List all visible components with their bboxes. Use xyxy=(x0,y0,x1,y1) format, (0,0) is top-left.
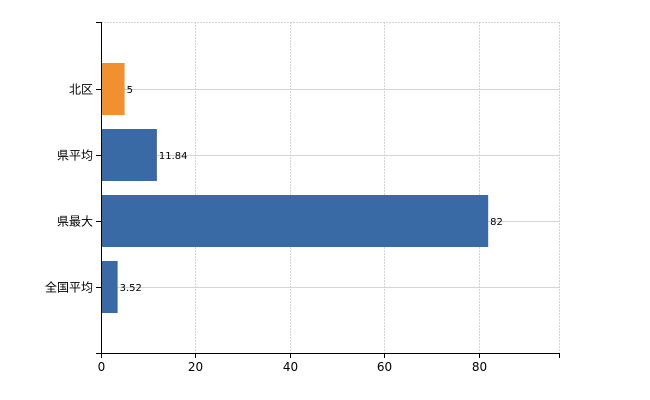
grid xyxy=(101,22,560,353)
bars xyxy=(101,63,489,313)
category-label: 北区 xyxy=(69,83,93,97)
category-label: 県平均 xyxy=(57,149,93,163)
data-label: 82 xyxy=(490,217,503,228)
axes xyxy=(96,22,560,358)
bar xyxy=(101,129,157,181)
data-label: 3.52 xyxy=(120,283,142,294)
x-tick-label: 0 xyxy=(98,360,106,374)
category-label: 県最大 xyxy=(57,215,93,229)
data-label: 11.84 xyxy=(159,151,188,162)
x-tick-label: 20 xyxy=(188,360,203,374)
x-tick-label: 40 xyxy=(283,360,298,374)
bar xyxy=(101,195,489,247)
data-label: 5 xyxy=(127,85,133,96)
bar xyxy=(101,261,118,313)
bar xyxy=(101,63,125,115)
category-label: 全国平均 xyxy=(45,280,93,295)
x-tick-label: 60 xyxy=(377,360,392,374)
x-tick-label: 80 xyxy=(472,360,487,374)
